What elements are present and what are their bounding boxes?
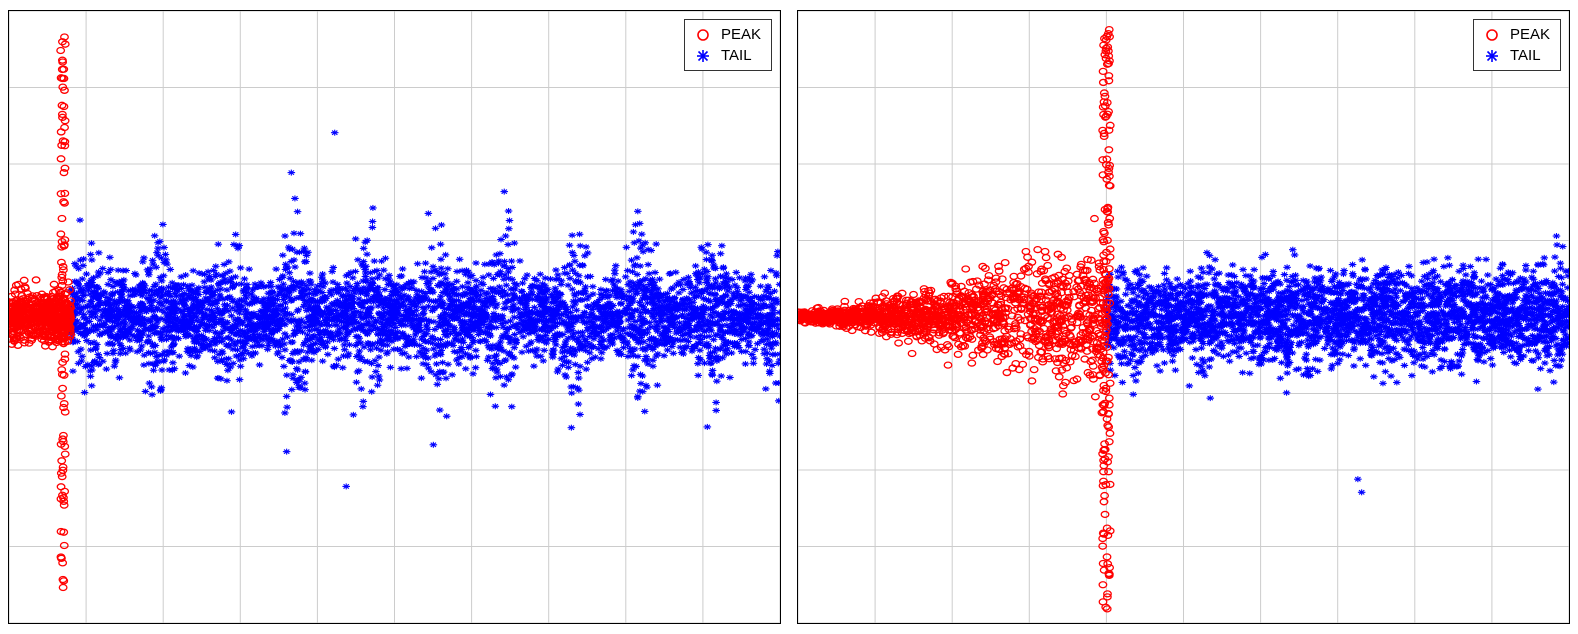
legend-row-peak: PEAK	[1482, 24, 1550, 45]
legend-row-tail: TAIL	[1482, 45, 1550, 66]
legend-label-tail: TAIL	[721, 45, 752, 66]
legend-row-peak: PEAK	[693, 24, 761, 45]
right-legend: PEAK TAIL	[1473, 19, 1561, 71]
asterisk-icon	[1482, 49, 1502, 63]
left-legend: PEAK TAIL	[684, 19, 772, 71]
legend-label-tail: TAIL	[1510, 45, 1541, 66]
left-plot-area: PEAK TAIL	[8, 10, 781, 624]
left-points	[9, 11, 780, 623]
legend-row-tail: TAIL	[693, 45, 761, 66]
right-plot-area: PEAK TAIL	[797, 10, 1570, 624]
circle-icon	[1482, 28, 1502, 42]
asterisk-icon	[693, 49, 713, 63]
right-points	[798, 11, 1569, 623]
legend-label-peak: PEAK	[721, 24, 761, 45]
right-panel: PEAK TAIL	[789, 0, 1578, 634]
figure: PEAK TAIL	[0, 0, 1578, 634]
legend-label-peak: PEAK	[1510, 24, 1550, 45]
circle-icon	[693, 28, 713, 42]
left-panel: PEAK TAIL	[0, 0, 789, 634]
